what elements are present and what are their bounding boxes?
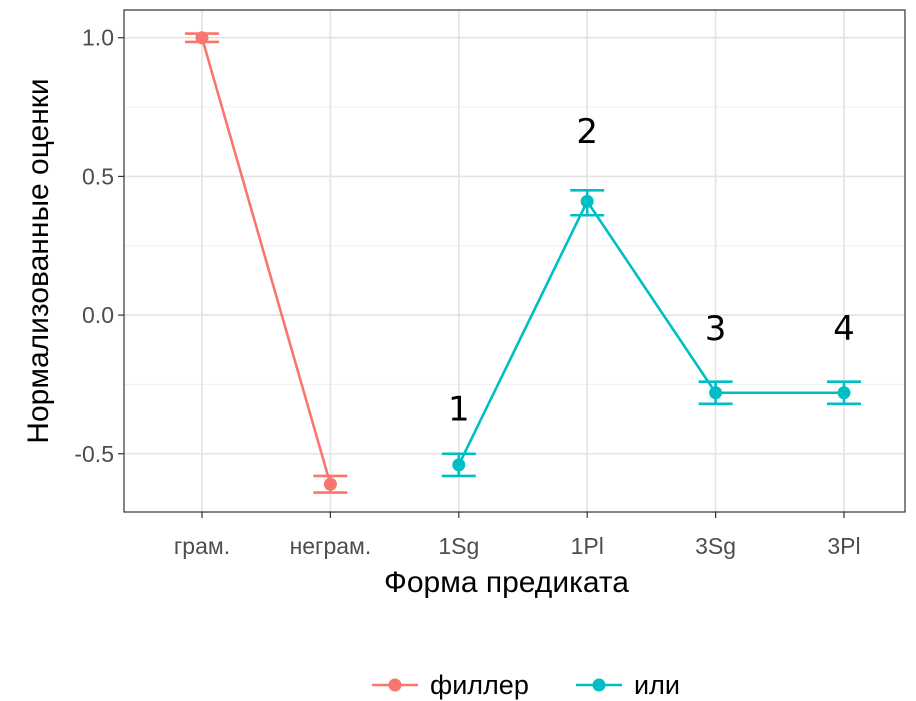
legend-item: или [576,670,680,700]
data-point [580,194,594,208]
grid-major [124,10,905,512]
annotation-label: 2 [576,112,598,152]
data-point [323,477,337,491]
panel-border [123,9,906,513]
annotation-label: 3 [705,309,727,349]
legend-label: или [634,670,680,700]
x-tick-labels: грам. неграм. 1Sg 1Pl 3Sg 3Pl [174,512,861,559]
series-layer [185,31,861,494]
y-tick-labels: -0.5 0.0 0.5 1.0 [74,25,124,467]
annotation-label: 1 [448,389,470,429]
legend-key-point [592,678,606,692]
data-point [709,386,723,400]
data-point [452,458,466,472]
data-point [195,31,209,45]
x-axis-title: Форма предиката [384,566,629,599]
legend-key-point [388,678,402,692]
y-tick-label: 0.0 [82,302,114,328]
legend: филлер или [372,670,680,700]
x-tick-label: 1Sg [438,533,479,559]
x-tick-label: грам. [174,533,230,559]
y-tick-label: -0.5 [74,441,114,467]
x-tick-label: 1Pl [571,533,604,559]
annotation-label: 4 [833,309,855,349]
x-tick-label: неграм. [290,533,372,559]
y-tick-label: 0.5 [82,163,114,189]
series-филлер [185,31,348,494]
legend-item: филлер [372,670,529,700]
x-tick-label: 3Pl [827,533,860,559]
series-line [457,198,844,466]
grid-minor [124,106,905,386]
series-или [441,188,861,478]
series-line [200,37,332,485]
y-tick-label: 1.0 [82,25,114,51]
annotations: 1 2 3 4 [448,112,855,429]
data-point [837,386,851,400]
x-tick-label: 3Sg [695,533,736,559]
legend-label: филлер [430,670,529,700]
y-axis-title: Нормализованные оценки [22,78,55,443]
